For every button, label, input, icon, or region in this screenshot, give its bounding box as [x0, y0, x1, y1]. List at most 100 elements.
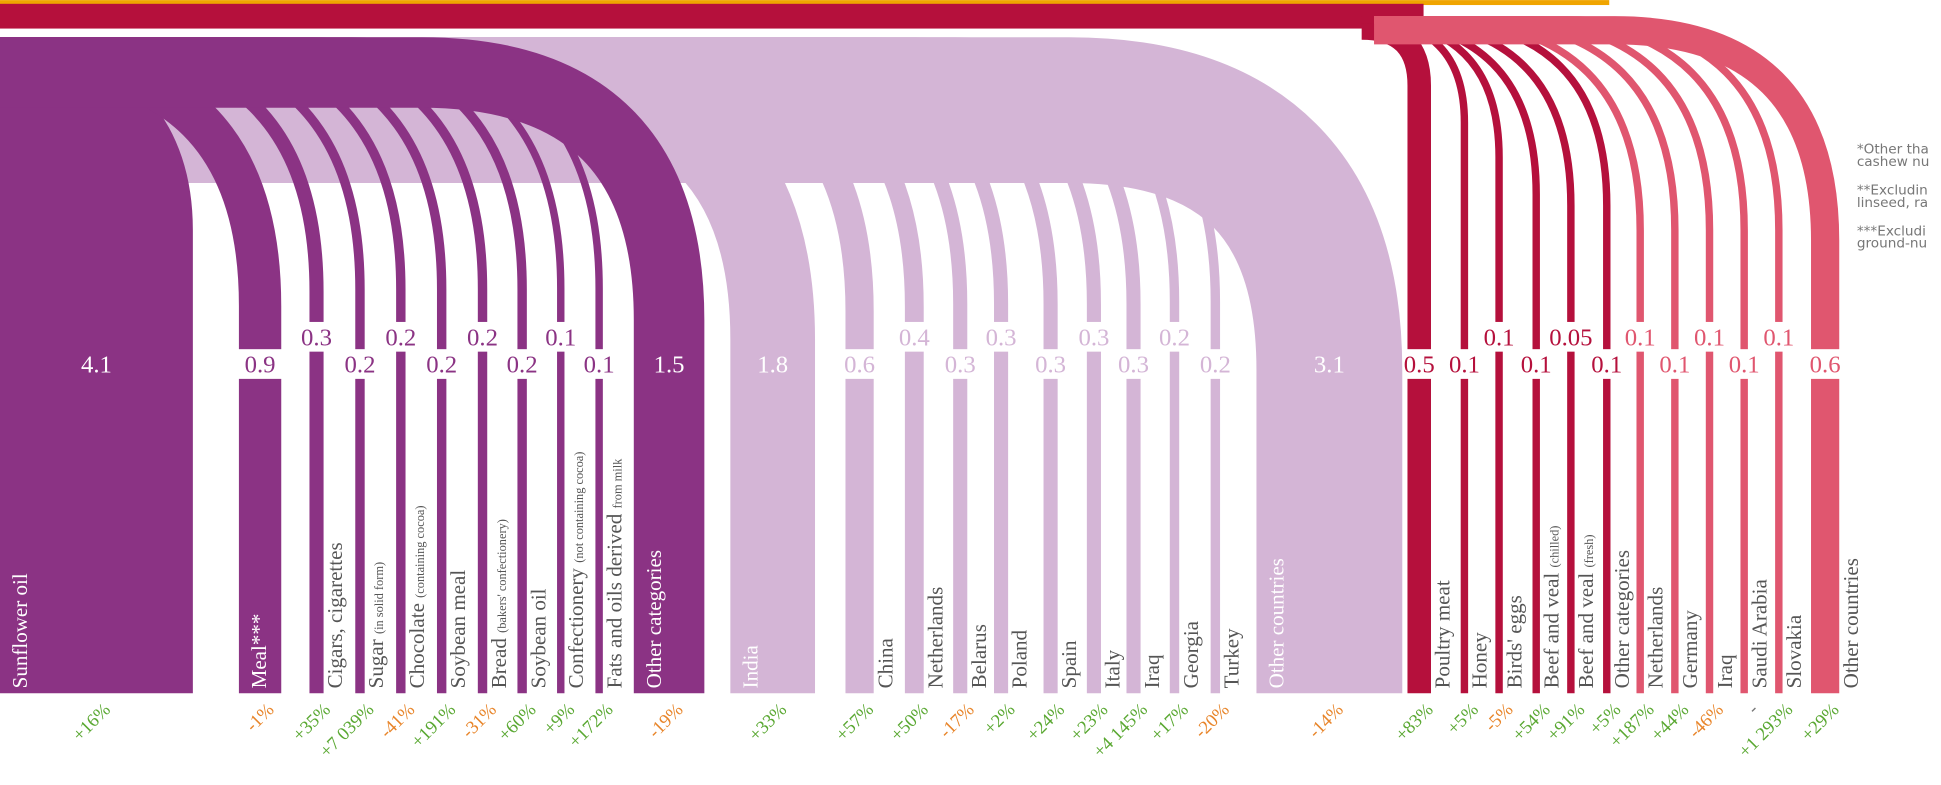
- footnote: cashew nu: [1857, 154, 1930, 170]
- value-label: 0.1: [1449, 352, 1480, 379]
- category-name: Other countries: [1265, 558, 1289, 688]
- category-note: from milk: [610, 458, 624, 509]
- change-label: -: [1743, 699, 1762, 718]
- value-gap: [1041, 349, 1061, 379]
- value-label: 0.5: [1404, 352, 1435, 379]
- category-label: Cigars, cigarettes: [323, 542, 347, 688]
- category-note: (bakers' confectionery): [495, 519, 509, 633]
- category-name: Italy: [1101, 649, 1125, 688]
- change-label: -31%: [458, 699, 501, 742]
- category-label: Iraq: [1713, 654, 1737, 688]
- category-label: Fats and oils derived from milk: [602, 458, 626, 689]
- value-gap: [1772, 321, 1786, 352]
- category-name: Iraq: [1713, 654, 1737, 688]
- category-label: Chocolate (containing cocoa): [405, 506, 429, 689]
- footnote: *Other tha: [1857, 142, 1929, 158]
- change-label: +60%: [494, 699, 540, 745]
- flow-strand: [0, 37, 705, 694]
- category-name: Soybean oil: [526, 588, 550, 688]
- category-name: Birds' eggs: [1502, 595, 1526, 688]
- value-label: 0.4: [899, 324, 930, 351]
- category-name: Soybean meal: [446, 570, 470, 689]
- value-gap: [1600, 349, 1613, 379]
- value-gap: [1458, 349, 1471, 379]
- category-name: India: [739, 644, 763, 688]
- category-name: Confectionery: [564, 568, 588, 689]
- category-label: Other categories: [1610, 550, 1634, 688]
- category-name: Iraq: [1140, 654, 1164, 688]
- category-label: Honey: [1468, 632, 1492, 689]
- category-name: Other categories: [642, 550, 666, 688]
- value-label: 0.05: [1549, 324, 1592, 351]
- change-label: +191%: [407, 699, 460, 752]
- change-label: -14%: [1304, 699, 1347, 742]
- value-gap: [1634, 321, 1647, 352]
- category-name: Spain: [1057, 640, 1081, 688]
- value-gap: [1492, 321, 1506, 352]
- value-gap: [1208, 349, 1223, 379]
- category-name: Turkey: [1220, 628, 1244, 688]
- flows: [0, 16, 1840, 694]
- value-label: 0.6: [1810, 352, 1841, 379]
- value-label: 0.1: [1763, 324, 1794, 351]
- category-label: Netherlands: [1643, 587, 1667, 689]
- category-label: Saudi Arabia: [1747, 578, 1771, 688]
- top-line: [0, 0, 1610, 6]
- category-name: Bread: [487, 638, 511, 689]
- value-gap: [902, 321, 927, 352]
- category-name: Sugar: [364, 639, 388, 688]
- change-label: -46%: [1685, 699, 1728, 742]
- category-name: Germany: [1678, 610, 1702, 689]
- value-label: 0.1: [545, 324, 576, 351]
- category-name: Poland: [1008, 629, 1032, 688]
- category-label: Turkey: [1220, 628, 1244, 688]
- change-label: +172%: [565, 699, 618, 752]
- value-label: 1.8: [757, 352, 788, 379]
- value-gap: [1703, 321, 1716, 352]
- value-label: 1.5: [654, 352, 685, 379]
- change-label: +50%: [886, 699, 932, 745]
- category-name: Sunflower oil: [8, 573, 32, 688]
- category-label: India: [739, 644, 763, 688]
- category-label: Other countries: [1265, 558, 1289, 688]
- change-label: +17%: [1147, 699, 1193, 745]
- category-name: Georgia: [1179, 620, 1203, 688]
- category-note: (fresh): [1582, 535, 1596, 568]
- value-label: 4.1: [81, 352, 112, 379]
- value-label: 0.3: [1118, 352, 1149, 379]
- category-name: Chocolate: [405, 603, 429, 688]
- value-label: 0.9: [245, 352, 276, 379]
- value-label: 0.1: [1591, 352, 1622, 379]
- flow-strand: [0, 37, 193, 694]
- value-gap: [434, 349, 449, 379]
- value-label: 0.3: [945, 352, 976, 379]
- category-name: Meal***: [247, 614, 271, 689]
- change-label: -20%: [1190, 699, 1233, 742]
- value-gap: [1123, 349, 1144, 379]
- category-label: Meal***: [247, 614, 271, 689]
- value-gap: [475, 321, 490, 352]
- change-label: +44%: [1647, 699, 1693, 745]
- value-label: 0.1: [1484, 324, 1515, 351]
- category-label: Netherlands: [923, 587, 947, 689]
- category-label: Other categories: [642, 550, 666, 688]
- category-name: Belarus: [967, 624, 991, 688]
- category-label: Soybean oil: [526, 588, 550, 688]
- value-gap: [236, 349, 284, 379]
- change-label: +24%: [1023, 699, 1069, 745]
- category-label: Poultry meat: [1431, 580, 1455, 688]
- value-label: 0.1: [1694, 324, 1725, 351]
- value-label: 0.1: [1521, 352, 1552, 379]
- top-band: [0, 3, 1424, 29]
- value-gap: [592, 349, 606, 379]
- category-name: Other countries: [1839, 558, 1863, 688]
- category-label: Slovakia: [1782, 614, 1806, 688]
- change-label: +5%: [1443, 699, 1483, 739]
- category-label: Sugar (in solid form): [364, 562, 388, 688]
- change-label: +54%: [1508, 699, 1554, 745]
- value-gap: [1668, 349, 1682, 379]
- value-label: 0.1: [584, 352, 615, 379]
- value-gap: [842, 349, 877, 379]
- value-gap: [991, 321, 1011, 352]
